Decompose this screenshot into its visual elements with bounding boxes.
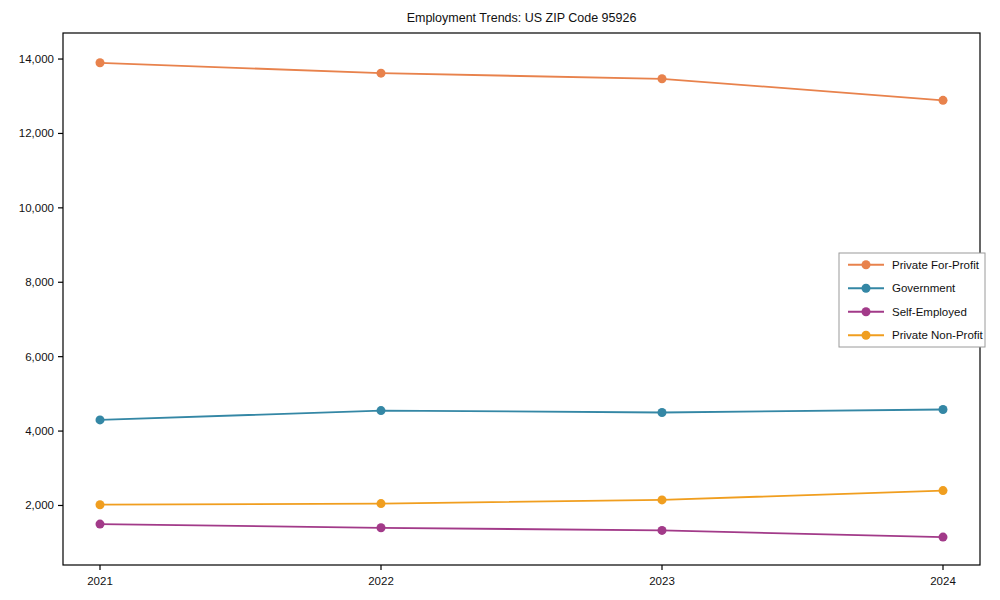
data-point-self-employed (377, 523, 386, 532)
data-point-self-employed (96, 520, 105, 529)
data-point-private-for-profit (658, 74, 667, 83)
legend-marker-dot (862, 284, 871, 293)
legend-label: Private Non-Profit (892, 329, 984, 341)
legend: Private For-Profit Government Self-Employe… (839, 253, 985, 347)
legend-label: Private For-Profit (892, 259, 980, 271)
series-private-non-profit (96, 486, 948, 509)
x-tick-label: 2021 (87, 575, 113, 587)
legend-label: Government (892, 282, 956, 294)
series-line-government (100, 410, 943, 420)
x-tick-label: 2022 (368, 575, 394, 587)
data-point-government (939, 405, 948, 414)
legend-marker-dot (862, 307, 871, 316)
legend-marker-dot (862, 260, 871, 269)
y-tick-label: 14,000 (19, 53, 54, 65)
y-tick-label: 8,000 (25, 276, 54, 288)
data-point-private-for-profit (377, 69, 386, 78)
series-government (96, 405, 948, 424)
y-tick-label: 12,000 (19, 127, 54, 139)
data-point-private-non-profit (96, 500, 105, 509)
y-tick-label: 4,000 (25, 425, 54, 437)
line-chart-canvas: 2,000 4,000 6,000 8,000 10,000 12,000 14,000 20… (0, 0, 1000, 600)
series-self-employed (96, 520, 948, 542)
data-point-private-for-profit (939, 96, 948, 105)
legend-label: Self-Employed (892, 306, 967, 318)
data-point-self-employed (939, 533, 948, 542)
x-axis: 2021 2022 2023 2024 (87, 565, 956, 587)
legend-marker-dot (862, 331, 871, 340)
x-tick-label: 2024 (930, 575, 956, 587)
series-line-self-employed (100, 524, 943, 537)
data-point-private-non-profit (377, 499, 386, 508)
y-axis: 2,000 4,000 6,000 8,000 10,000 12,000 14,000 (19, 53, 63, 511)
data-point-government (96, 415, 105, 424)
y-tick-label: 10,000 (19, 202, 54, 214)
x-tick-label: 2023 (649, 575, 675, 587)
y-tick-label: 6,000 (25, 351, 54, 363)
data-point-private-for-profit (96, 58, 105, 67)
employment-trends-chart: Employment Trends: US ZIP Code 95926 2,0… (0, 0, 1000, 600)
series-private-for-profit (96, 58, 948, 105)
legend-item-self-employed: Self-Employed (848, 306, 967, 318)
data-point-self-employed (658, 526, 667, 535)
data-point-government (658, 408, 667, 417)
data-point-private-non-profit (658, 495, 667, 504)
data-point-private-non-profit (939, 486, 948, 495)
data-point-government (377, 406, 386, 415)
series-line-private-non-profit (100, 491, 943, 505)
y-tick-label: 2,000 (25, 499, 54, 511)
chart-title: Employment Trends: US ZIP Code 95926 (63, 11, 980, 25)
series-line-private-for-profit (100, 63, 943, 101)
